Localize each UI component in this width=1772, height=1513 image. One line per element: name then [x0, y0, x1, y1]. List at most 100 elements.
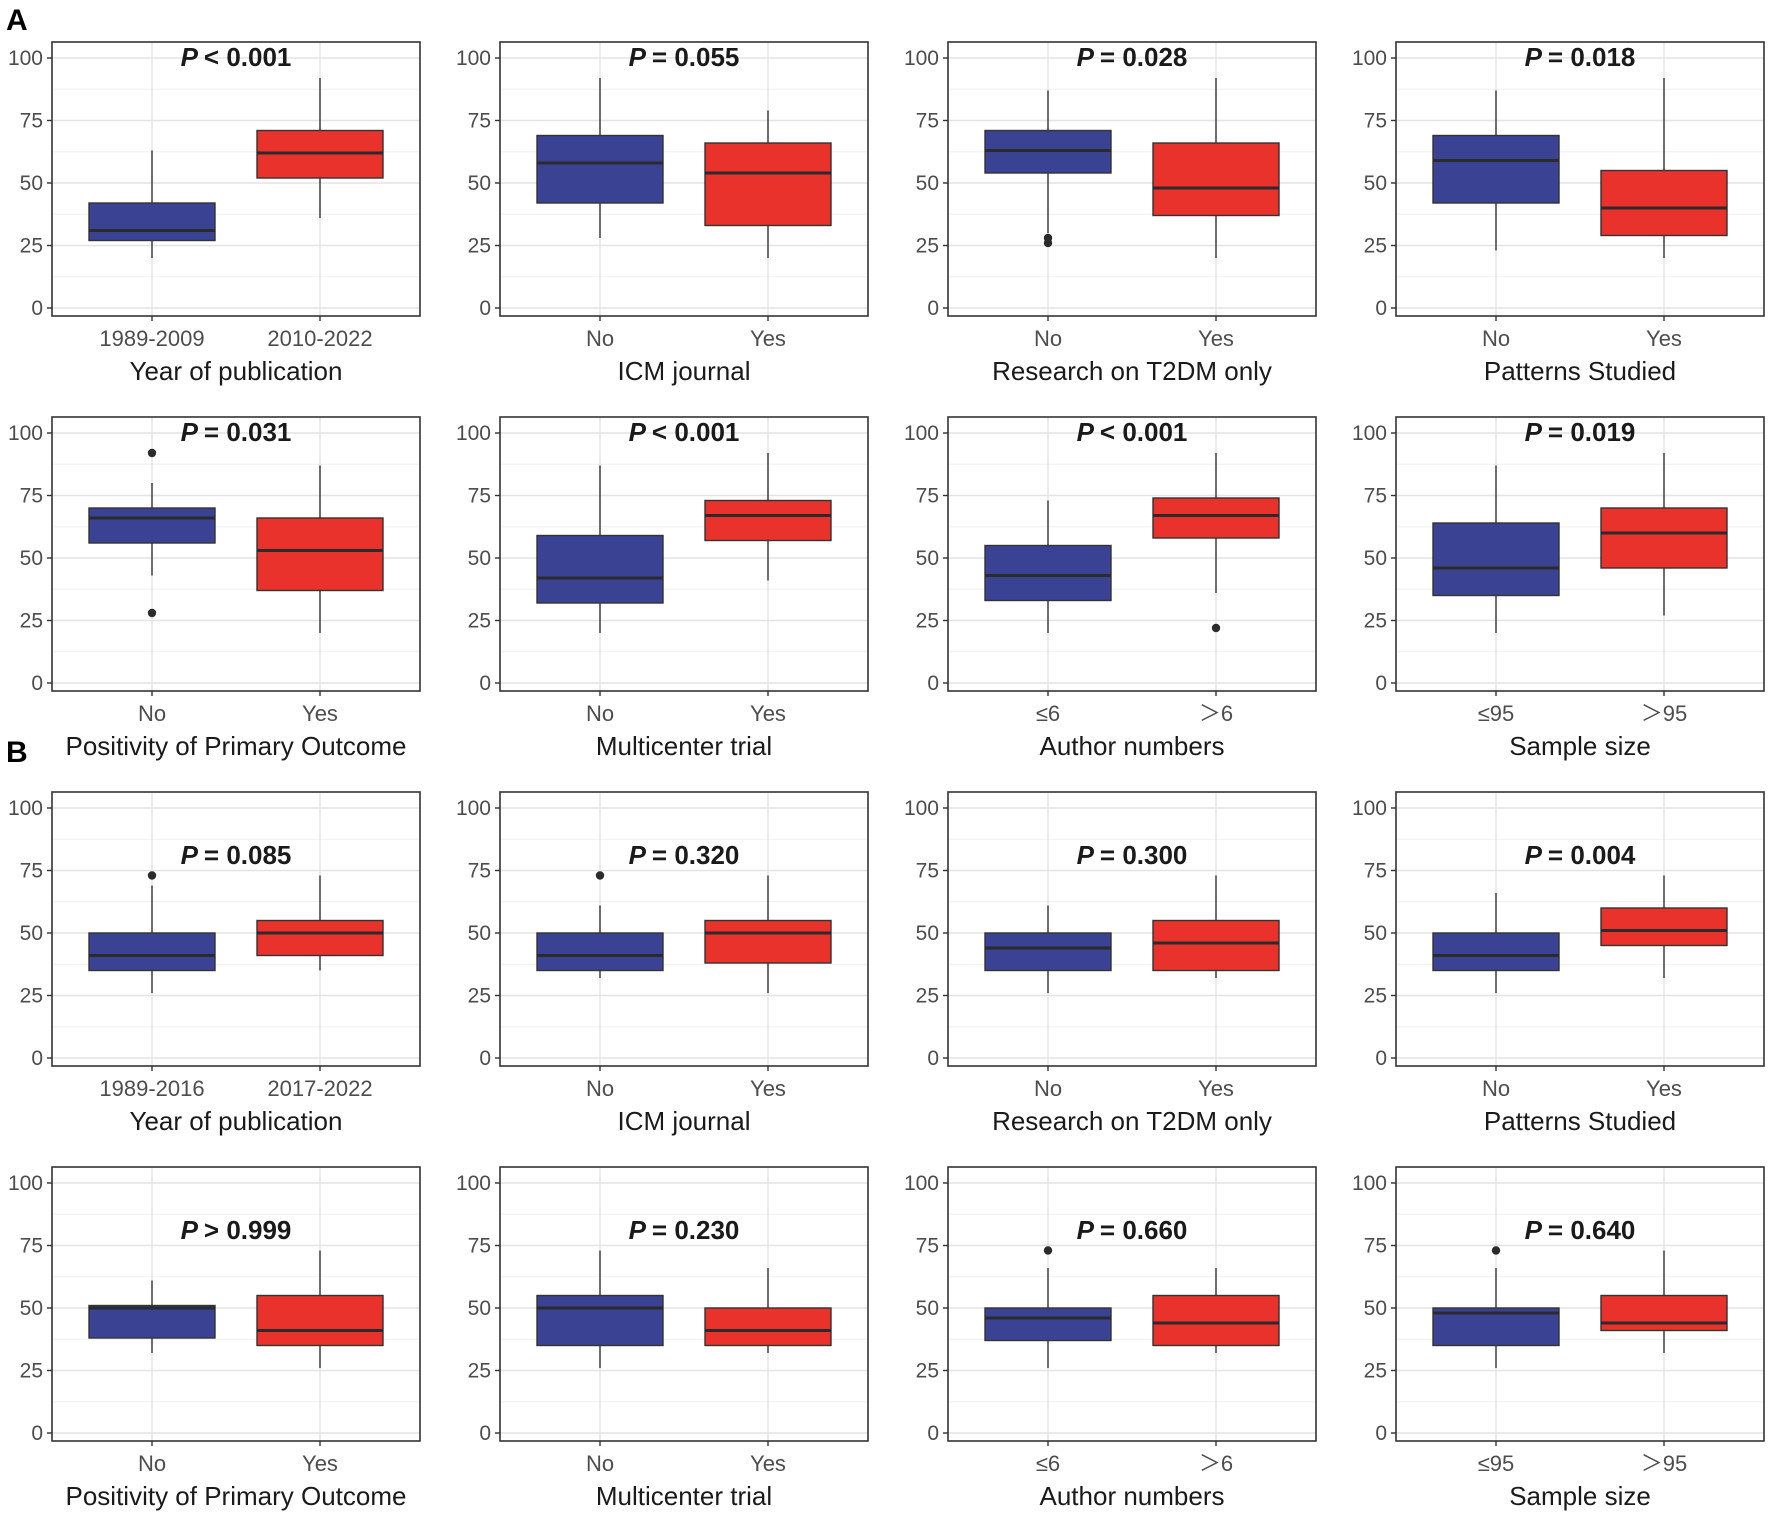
p-value-label: P < 0.001 [1077, 417, 1188, 447]
p-value-label: P = 0.640 [1525, 1215, 1636, 1245]
p-symbol: P [1077, 42, 1095, 72]
p-symbol: P [1525, 417, 1543, 447]
iqr-box [536, 134, 664, 204]
y-tick-label: 75 [1364, 485, 1387, 508]
box-group-1 [1432, 465, 1560, 633]
box-group-1 [88, 448, 216, 618]
y-tick-label: 50 [916, 1297, 939, 1320]
y-tick-label: 0 [479, 1047, 491, 1070]
y-tick-label: 0 [479, 672, 491, 695]
subplot-9: 0 25 50 75 100 1989-2016 2017-2022 Year of publ… [8, 791, 421, 1136]
x-tick-label: Yes [1198, 1076, 1234, 1101]
x-axis-label: Multicenter trial [596, 1481, 772, 1511]
y-tick-label: 75 [468, 860, 491, 883]
x-axis-label: Multicenter trial [596, 731, 772, 761]
x-tick-label: ≤6 [1036, 1451, 1060, 1476]
y-tick-label: 75 [1364, 860, 1387, 883]
x-axis-label: Research on T2DM only [992, 356, 1272, 386]
x-tick-label: Yes [302, 1451, 338, 1476]
iqr-box [1152, 497, 1280, 539]
outlier-point [147, 608, 157, 618]
x-axis-label: Research on T2DM only [992, 1106, 1272, 1136]
x-tick-label: ≤95 [1478, 701, 1515, 726]
p-symbol: P [181, 42, 199, 72]
y-tick-label: 25 [916, 235, 939, 258]
x-tick-label: Yes [302, 701, 338, 726]
iqr-box [1600, 169, 1728, 237]
p-value-text: < 0.001 [652, 417, 739, 447]
x-tick-label: ＞95 [1641, 701, 1687, 726]
p-symbol: P [1077, 417, 1095, 447]
iqr-box [256, 517, 384, 592]
iqr-box [1152, 1294, 1280, 1347]
box-group-1 [536, 465, 664, 633]
y-tick-label: 0 [1375, 297, 1387, 320]
iqr-box [704, 499, 832, 542]
plot-frame [947, 416, 1317, 692]
p-value-text: = 0.300 [1100, 840, 1187, 870]
iqr-box [256, 919, 384, 957]
box-group-2 [1600, 453, 1728, 616]
y-tick-label: 75 [916, 860, 939, 883]
iqr-box [704, 1307, 832, 1347]
iqr-box [704, 142, 832, 227]
y-tick-label: 100 [456, 1172, 491, 1195]
y-tick-label: 25 [1364, 235, 1387, 258]
x-tick-label: Yes [750, 1076, 786, 1101]
outlier-point [595, 871, 605, 880]
x-tick-label: Yes [750, 701, 786, 726]
y-tick-label: 50 [1364, 1297, 1387, 1320]
box-group-1 [536, 1250, 664, 1368]
x-tick-label: No [138, 1451, 166, 1476]
x-tick-label: 1989-2009 [99, 326, 204, 351]
x-tick-label: Yes [1646, 1076, 1682, 1101]
y-tick-label: 25 [468, 610, 491, 633]
x-tick-label: Yes [1198, 326, 1234, 351]
y-tick-label: 75 [468, 110, 491, 133]
x-tick-label: No [586, 1451, 614, 1476]
box-group-2 [1600, 875, 1728, 978]
y-tick-label: 0 [31, 1047, 43, 1070]
box-group-1 [1432, 90, 1560, 251]
y-tick-label: 25 [1364, 610, 1387, 633]
box-group-2 [256, 78, 384, 218]
x-tick-label: 2010-2022 [267, 326, 372, 351]
x-tick-label: ＞95 [1641, 1451, 1687, 1476]
x-tick-label: ≤95 [1478, 1451, 1515, 1476]
y-tick-label: 100 [8, 422, 43, 445]
x-tick-label: No [1034, 1076, 1062, 1101]
subplot-8: 0 25 50 75 100 ≤95 ＞95 Sample size P = 0.019 [1352, 416, 1765, 761]
x-axis-label: Patterns Studied [1484, 1106, 1676, 1136]
box-group-1 [984, 90, 1112, 248]
x-axis-label: ICM journal [618, 356, 751, 386]
p-value-text: = 0.028 [1100, 42, 1187, 72]
box-group-2 [704, 453, 832, 581]
iqr-box [536, 534, 664, 604]
y-tick-label: 100 [456, 422, 491, 445]
box-group-1 [1432, 1246, 1560, 1368]
box-group-2 [704, 875, 832, 993]
subplot-13: 0 25 50 75 100 No Yes Positivity of Primary Out… [8, 1166, 421, 1511]
y-tick-label: 25 [468, 985, 491, 1008]
y-tick-label: 75 [468, 485, 491, 508]
x-axis-label: ICM journal [618, 1106, 751, 1136]
y-tick-label: 0 [31, 672, 43, 695]
y-tick-label: 25 [20, 235, 43, 258]
p-value-text: = 0.660 [1100, 1215, 1187, 1245]
y-tick-label: 0 [479, 1422, 491, 1445]
x-axis-label: Year of publication [130, 1106, 343, 1136]
p-value-label: P = 0.018 [1525, 42, 1636, 72]
box-group-2 [1152, 453, 1280, 633]
box-group-1 [88, 871, 216, 993]
x-tick-label: No [1034, 326, 1062, 351]
p-value-label: P = 0.300 [1077, 840, 1188, 870]
y-tick-label: 100 [8, 797, 43, 820]
p-symbol: P [1077, 1215, 1095, 1245]
p-symbol: P [629, 417, 647, 447]
subplot-16: 0 25 50 75 100 ≤95 ＞95 Sample size P = 0.640 [1352, 1166, 1765, 1511]
y-tick-label: 75 [1364, 1235, 1387, 1258]
box-group-1 [88, 1280, 216, 1353]
p-value-text: = 0.320 [652, 840, 739, 870]
box-group-1 [536, 78, 664, 238]
y-tick-label: 0 [1375, 1047, 1387, 1070]
